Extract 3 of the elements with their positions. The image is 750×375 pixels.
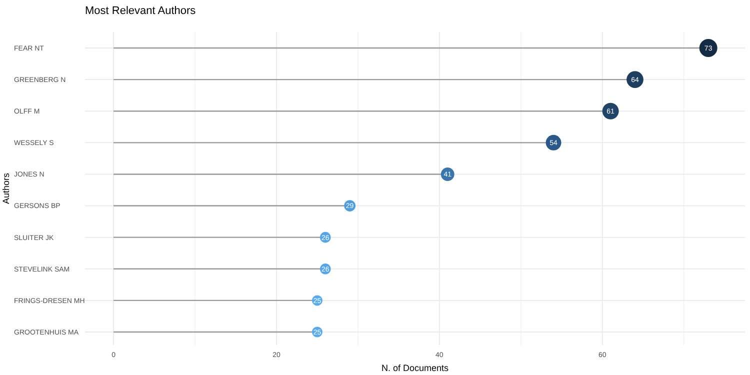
chart-title: Most Relevant Authors — [85, 5, 196, 17]
x-axis-title: N. of Documents — [381, 363, 450, 373]
y-axis-title: Authors — [1, 172, 11, 204]
